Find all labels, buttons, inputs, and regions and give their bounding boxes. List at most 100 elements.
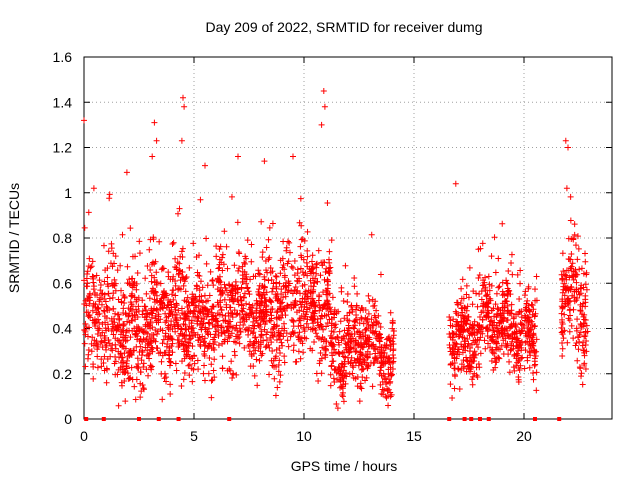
data-point [356,320,363,327]
data-point [168,291,175,298]
data-point [326,248,333,255]
data-point [459,349,466,356]
data-point [230,285,237,292]
data-point [210,282,217,289]
data-point [563,267,570,274]
data-point [139,338,146,345]
data-point [503,317,510,324]
data-point [370,303,377,310]
data-point [446,330,453,337]
data-point [325,256,332,263]
data-point [273,309,280,316]
data-point [376,370,383,377]
data-point [560,268,567,275]
data-point [582,365,589,372]
data-point [322,268,329,275]
data-point [179,254,186,261]
data-point [336,341,343,348]
data-point [504,327,511,334]
data-point [251,334,258,341]
data-point [225,318,232,325]
data-point [101,353,108,360]
data-point [294,266,301,273]
data-point [229,374,236,381]
data-point [87,264,94,271]
data-point [446,344,453,351]
data-point [567,312,574,319]
data-point [578,373,585,380]
data-point [310,265,317,272]
data-point [118,379,125,386]
data-point [573,339,580,346]
data-point [266,371,273,378]
data-point [248,241,255,248]
data-point [133,330,140,337]
data-point [264,328,271,335]
data-point [110,250,117,257]
data-point [264,269,271,276]
data-point [304,228,311,235]
data-point [319,344,326,351]
data-point [82,363,89,370]
data-point [377,381,384,388]
data-point [239,263,246,270]
data-point [346,317,353,324]
data-point [250,363,257,370]
data-point [83,302,90,309]
data-point [268,315,275,322]
data-point [159,340,166,347]
data-point [372,298,379,305]
data-point [324,278,331,285]
data-point [101,308,108,315]
data-point [178,382,185,389]
data-point [270,325,277,332]
data-point [517,320,524,327]
data-point [285,343,292,350]
data-point [148,346,155,353]
data-point [343,346,350,353]
data-point [256,324,263,331]
data-point [342,262,349,269]
data-point [203,235,210,242]
data-point [314,260,321,267]
data-point [521,365,528,372]
data-point [583,271,590,278]
data-point [167,381,174,388]
data-point [181,369,188,376]
data-point [197,278,204,285]
data-point [465,294,472,301]
data-point [505,332,512,339]
data-point [309,317,316,324]
data-point [194,283,201,290]
zero-marker [101,417,106,421]
data-point [492,301,499,308]
data-point [387,309,394,316]
data-point [293,309,300,316]
data-point [452,180,459,187]
data-point [213,253,220,260]
data-point [98,301,105,308]
data-point [139,311,146,318]
data-point [120,322,127,329]
data-point [327,332,334,339]
data-point [378,344,385,351]
data-point [482,345,489,352]
data-point [157,316,164,323]
x-tick-label: 10 [296,428,312,444]
data-point [256,271,263,278]
data-point [350,345,357,352]
data-point [257,307,264,314]
data-point [292,358,299,365]
data-point [237,328,244,335]
data-point [246,341,253,348]
data-point [235,249,242,256]
data-point [570,276,577,283]
data-point [209,276,216,283]
data-point [459,276,466,283]
data-point [250,329,257,336]
data-point [196,272,203,279]
data-point [149,259,156,266]
data-point [210,367,217,374]
data-point [299,269,306,276]
data-point [177,267,184,274]
